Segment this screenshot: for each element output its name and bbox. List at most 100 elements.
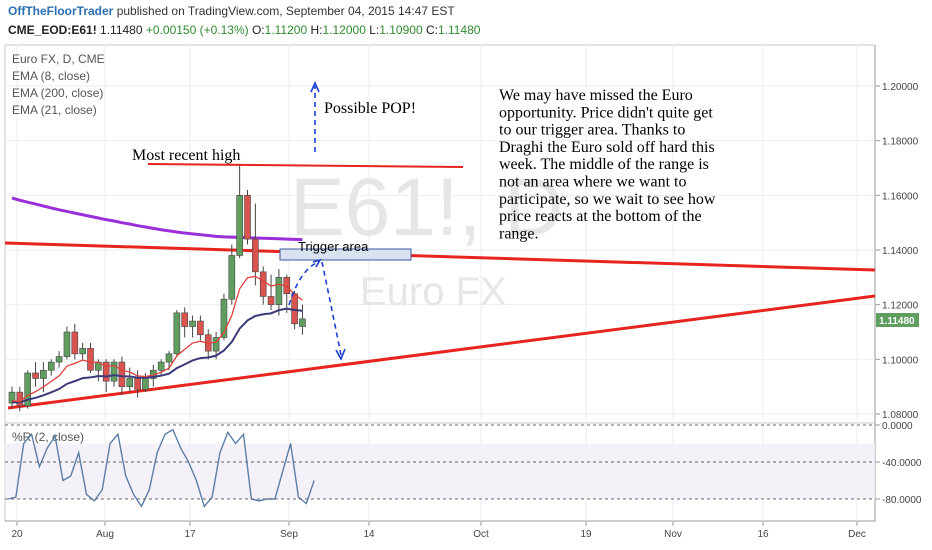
pop-arrow-head xyxy=(310,81,320,93)
low-label: L: xyxy=(369,23,380,37)
wr-line xyxy=(7,428,315,508)
publish-line: OffTheFloorTrader published on TradingVi… xyxy=(8,4,455,18)
price-tick-label: 1.08000 xyxy=(882,410,919,421)
last-price-tag xyxy=(876,313,919,327)
time-tick-label: Dec xyxy=(848,529,866,540)
candle-body xyxy=(126,378,134,387)
candle-body xyxy=(197,320,204,336)
price-tick-label: 1.18000 xyxy=(882,137,919,148)
time-tick-label: Sep xyxy=(280,529,298,540)
last-price-tag-text: 1.11480 xyxy=(879,316,915,327)
candle-body xyxy=(55,356,63,363)
candle-body xyxy=(212,337,220,352)
candle-body xyxy=(118,361,126,387)
analysis-note: We may have missed the Euro opportunity. … xyxy=(499,87,716,242)
time-tick-label: 17 xyxy=(184,529,196,540)
legend-ema21: EMA (21, close) xyxy=(12,103,97,117)
note-line: week. The middle of the range is xyxy=(499,156,709,173)
price-axis: 1.08000 1.10000 1.12000 1.14000 1.16000 1.180… xyxy=(875,82,919,421)
candle-body xyxy=(87,348,94,371)
time-tick-label: Nov xyxy=(664,529,682,540)
support-trendline xyxy=(7,294,876,410)
chart-header: OffTheFloorTrader published on TradingVi… xyxy=(0,0,932,42)
candle-body xyxy=(173,312,181,355)
wr-legend: %R (2, close) xyxy=(12,430,84,444)
candle-body xyxy=(259,271,267,297)
candle-body xyxy=(110,361,118,382)
time-tick-label: 14 xyxy=(363,529,375,540)
grid xyxy=(5,45,875,521)
candle-body xyxy=(32,372,39,379)
candle-body xyxy=(63,331,71,357)
note-line: price reacts at the bottom of the xyxy=(499,208,702,225)
candle-body xyxy=(267,296,275,305)
wr-tick-label: -80.0000 xyxy=(882,495,922,506)
possible-pop-label: Possible POP! xyxy=(324,100,416,117)
low-value: 1.10900 xyxy=(379,23,423,37)
candle-body xyxy=(24,372,32,407)
note-line: Draghi the Euro sold off hard this xyxy=(499,139,715,156)
candle-body xyxy=(275,277,283,305)
ema-layer xyxy=(11,275,303,404)
candle-body xyxy=(299,318,306,327)
publisher-name[interactable]: OffTheFloorTrader xyxy=(8,4,114,18)
candle-body xyxy=(236,195,243,256)
candle-body xyxy=(134,378,141,390)
ema21-line xyxy=(11,307,303,404)
time-tick-label: 16 xyxy=(757,529,769,540)
time-tick-label: 20 xyxy=(11,529,23,540)
open-value: 1.11200 xyxy=(264,23,308,37)
wr-tick-label: -40.0000 xyxy=(882,458,922,469)
note-line: not an area where we want to xyxy=(499,174,686,191)
candle-layer xyxy=(8,165,306,412)
candle-body xyxy=(252,238,259,273)
wr-axis: 0.0000 -40.0000 -80.0000 xyxy=(5,421,922,506)
published-text: published on TradingView.com, September … xyxy=(116,4,455,18)
price-tick-label: 1.16000 xyxy=(882,191,919,202)
trigger-area-label: Trigger area xyxy=(298,239,369,254)
symbol-label: CME_EOD:E61! xyxy=(8,23,97,37)
last-price: 1.11480 xyxy=(100,23,143,37)
trigger-area-box xyxy=(279,248,412,261)
recent-high-line xyxy=(147,163,464,168)
recent-high-label: Most recent high xyxy=(132,147,240,164)
price-change: +0.00150 (+0.13%) xyxy=(145,23,249,37)
open-label: O: xyxy=(251,23,265,37)
note-line: range. xyxy=(499,225,539,242)
wr-tick-label: 0.0000 xyxy=(882,421,913,432)
candle-body xyxy=(220,298,228,338)
candle-body xyxy=(142,378,149,390)
time-tick-label: Oct xyxy=(473,529,489,540)
drop-arrow-shaft xyxy=(321,261,342,356)
candle-body xyxy=(157,361,165,371)
ema8-line xyxy=(11,275,303,403)
note-line: to our trigger area. Thanks to xyxy=(499,122,685,139)
ema200-layer xyxy=(11,196,303,242)
rise-arrow-shaft xyxy=(288,261,319,306)
candle-body xyxy=(79,348,86,355)
note-line: participate, so we wait to see how xyxy=(499,191,716,208)
time-tick-label: Aug xyxy=(96,529,114,540)
price-tick-label: 1.10000 xyxy=(882,355,919,366)
ohlc-line: CME_EOD:E61! 1.11480 +0.00150 (+0.13%) O… xyxy=(8,23,480,37)
watermark-name: Euro FX xyxy=(360,270,507,314)
candle-body xyxy=(16,391,24,407)
resistance-trendline xyxy=(4,241,876,272)
close-value: 1.11480 xyxy=(437,23,481,37)
drop-arrow-head xyxy=(335,348,346,361)
note-line: opportunity. Price didn't quite get xyxy=(499,104,713,121)
price-tick-label: 1.12000 xyxy=(882,301,919,312)
candle-body xyxy=(189,320,196,327)
price-tick-label: 1.14000 xyxy=(882,246,919,257)
candle-body xyxy=(71,331,79,355)
candle-body xyxy=(47,361,55,371)
candle-body xyxy=(181,312,188,327)
watermark-symbol: E61!, D xyxy=(290,162,563,253)
legend-ema8: EMA (8, close) xyxy=(12,69,90,83)
legend-title: Euro FX, D, CME xyxy=(12,52,105,66)
legend-ema200: EMA (200, close) xyxy=(12,86,103,100)
close-label: C: xyxy=(425,23,438,37)
candle-body xyxy=(244,195,251,240)
high-value: 1.12000 xyxy=(322,23,366,37)
